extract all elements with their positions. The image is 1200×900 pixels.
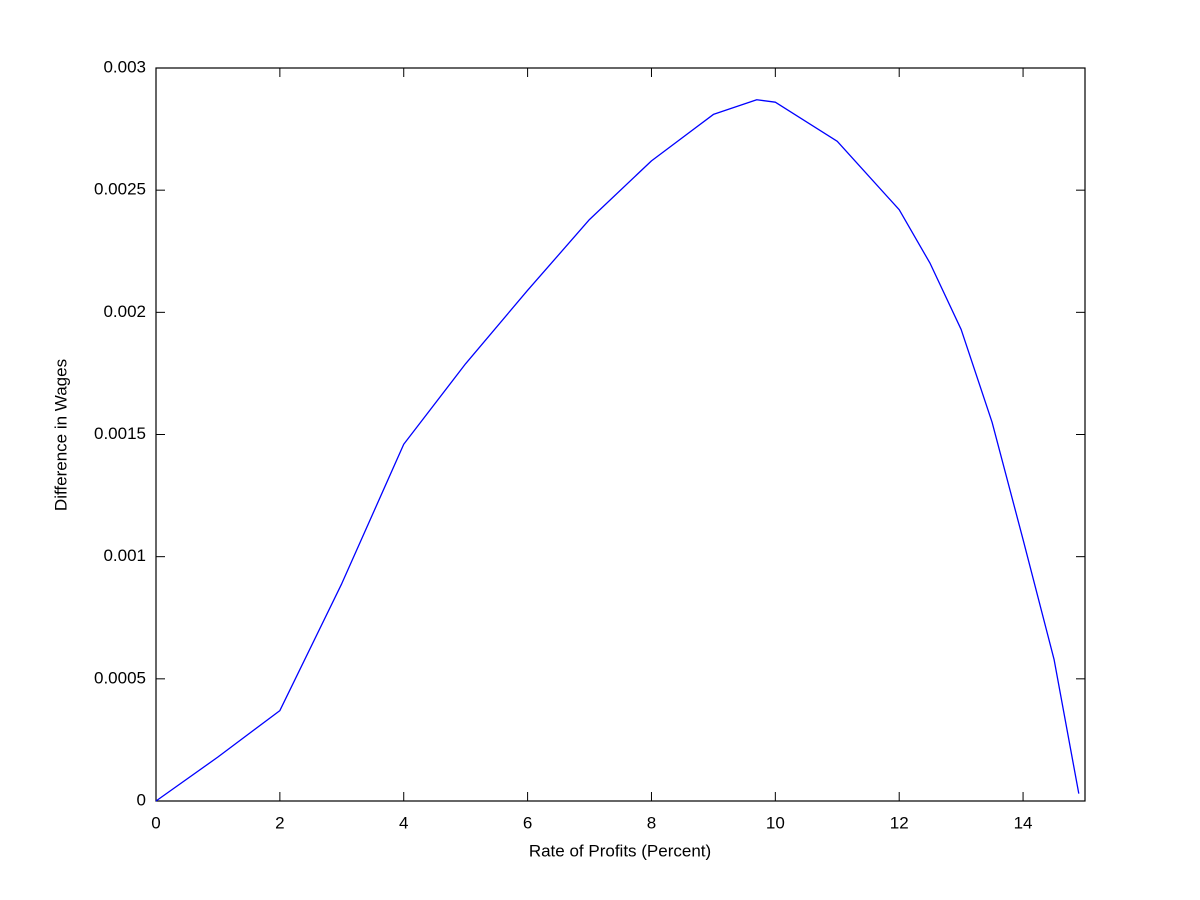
- x-axis-label: Rate of Profits (Percent): [529, 841, 711, 860]
- x-tick-label: 10: [766, 813, 785, 832]
- y-tick-label: 0.0015: [94, 424, 146, 443]
- x-tick-label: 8: [647, 813, 656, 832]
- x-tick-label: 0: [151, 813, 160, 832]
- x-tick-label: 4: [399, 813, 408, 832]
- x-tick-label: 14: [1014, 813, 1033, 832]
- x-tick-label: 6: [523, 813, 532, 832]
- x-tick-label: 2: [275, 813, 284, 832]
- y-tick-label: 0.003: [103, 57, 146, 76]
- y-tick-label: 0.001: [103, 546, 146, 565]
- x-tick-label: 12: [890, 813, 909, 832]
- y-tick-label: 0: [137, 790, 146, 809]
- y-axis-label: Difference in Wages: [51, 359, 70, 511]
- y-tick-label: 0.0025: [94, 180, 146, 199]
- y-tick-label: 0.0005: [94, 668, 146, 687]
- plot-frame: [155, 67, 1086, 802]
- y-tick-label: 0.002: [103, 302, 146, 321]
- line-series: [155, 99, 1080, 802]
